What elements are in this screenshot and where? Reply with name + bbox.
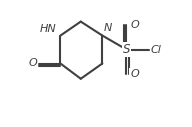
Text: O: O (130, 20, 139, 30)
Text: HN: HN (39, 24, 56, 34)
Text: O: O (29, 59, 38, 68)
Text: Cl: Cl (151, 45, 161, 54)
Text: S: S (123, 43, 130, 56)
Text: O: O (130, 69, 139, 79)
Text: N: N (104, 23, 112, 33)
